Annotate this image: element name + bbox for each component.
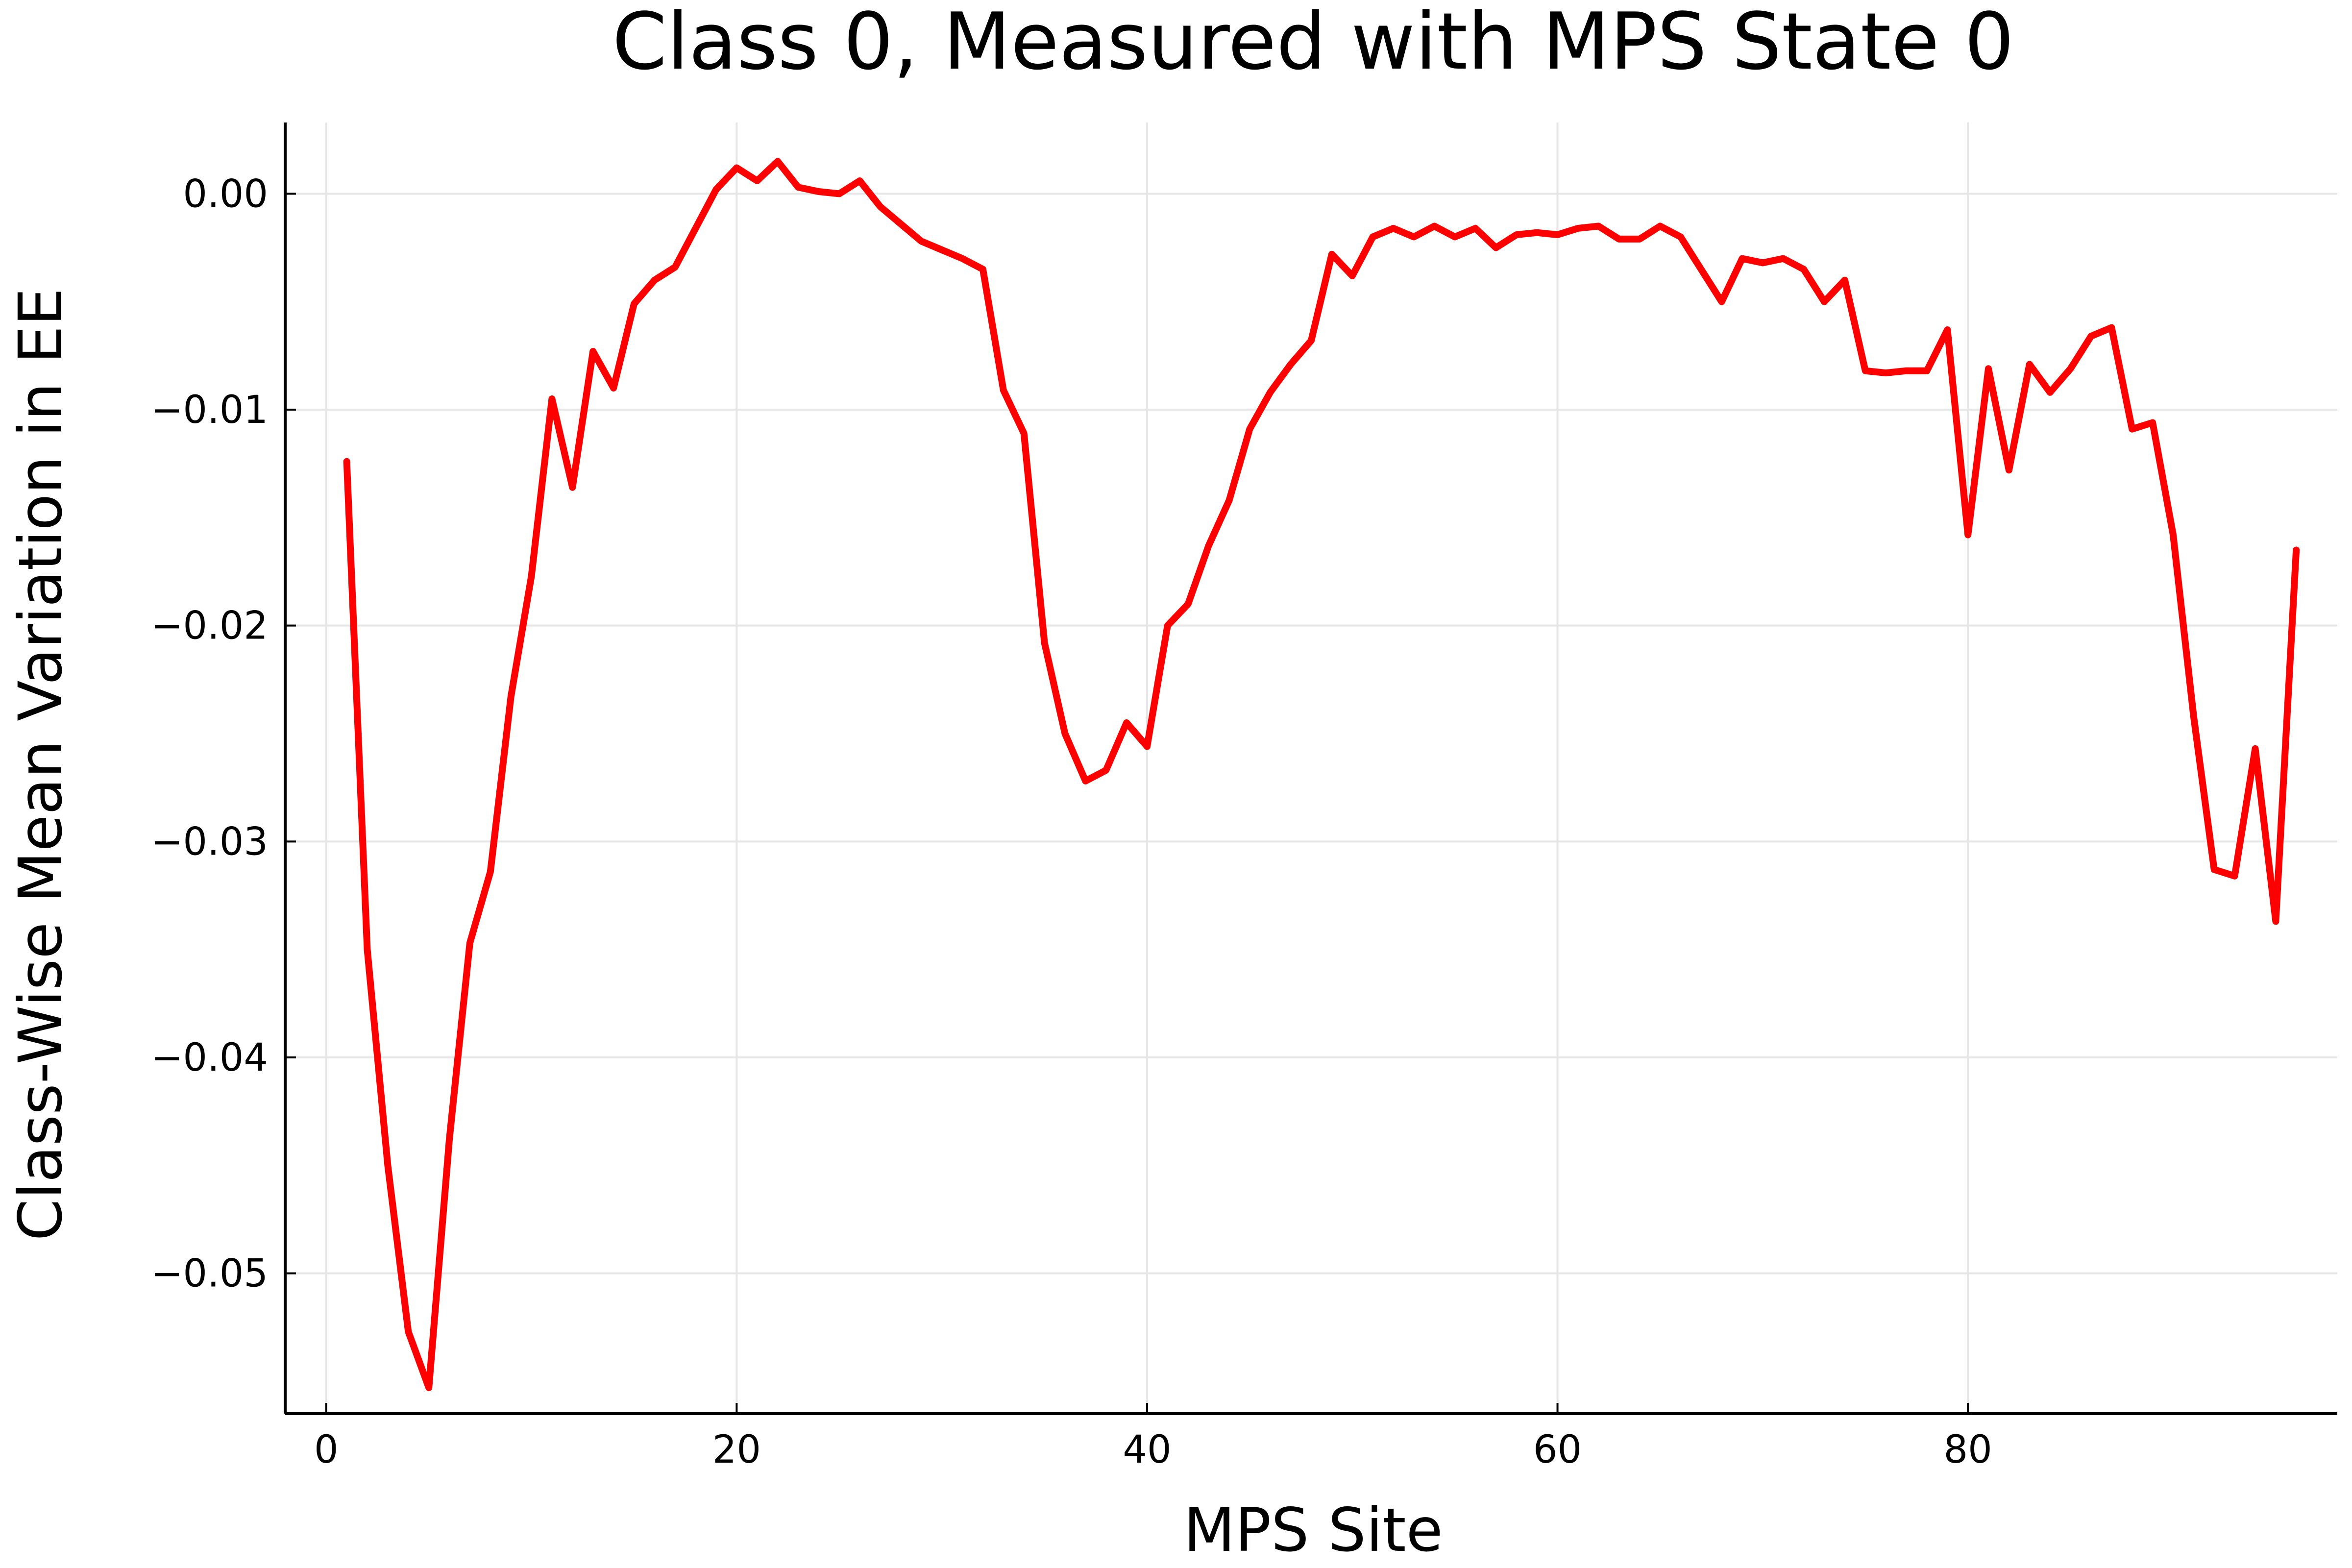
x-tick-label: 60 (1533, 1428, 1582, 1472)
x-axis-label: MPS Site (1183, 1495, 1443, 1565)
x-tick-label: 40 (1123, 1428, 1171, 1472)
x-tick-label: 0 (314, 1428, 339, 1472)
y-tick-label: −0.03 (151, 820, 268, 864)
y-tick-label: −0.01 (151, 388, 268, 432)
y-axis-label: Class-Wise Mean Variation in EE (6, 288, 75, 1241)
series-line (343, 158, 2300, 1392)
chart-title: Class 0, Measured with MPS State 0 (612, 0, 2014, 87)
series-layer (343, 158, 2300, 1392)
x-tick-label: 20 (712, 1428, 761, 1472)
gridlines (285, 122, 2337, 1414)
y-tick-label: 0.00 (183, 172, 268, 216)
y-tick-label: −0.05 (151, 1252, 268, 1296)
ticks: 0 20 40 60 80 0.00 −0.01 −0.02 −0.03 −0.04 −0.05 (151, 172, 1992, 1472)
y-tick-label: −0.02 (151, 604, 268, 648)
axes (284, 122, 2337, 1415)
x-tick-label: 80 (1944, 1428, 1992, 1472)
y-tick-label: −0.04 (151, 1036, 268, 1080)
